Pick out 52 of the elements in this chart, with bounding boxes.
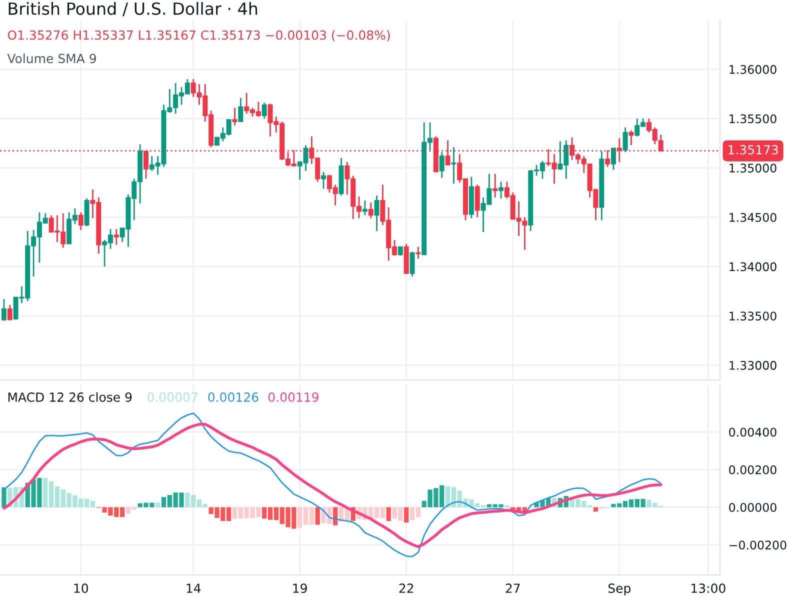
x-tick-label: 10: [74, 584, 88, 593]
x-tick-label: 13:00: [692, 584, 726, 593]
candlestick: [374, 194, 380, 232]
candlestick: [628, 130, 634, 146]
bar: [404, 507, 409, 522]
x-tick-label: 22: [399, 584, 414, 593]
candlestick: [410, 251, 415, 278]
text: 0.00119: [268, 392, 318, 402]
annotation: Volume SMA 9: [7, 54, 96, 64]
candlestick: [7, 304, 12, 321]
y-tick-label: 1.35000: [730, 164, 776, 173]
candlestick: [1, 298, 6, 322]
candlestick: [368, 202, 374, 219]
y-tick-label: 0.00000: [729, 502, 776, 512]
candlestick: [439, 151, 444, 178]
bar: [315, 507, 320, 525]
annotation: O1.35276 H1.35337 L1.35167 C1.35173 −0.00103 (−0.08%): [8, 30, 390, 42]
chart-title: British Pound / U.S. Dollar · 4h: [8, 2, 258, 16]
candlestick: [262, 102, 267, 120]
bar: [386, 507, 391, 521]
candlestick: [416, 246, 421, 260]
candlestick: [321, 171, 326, 190]
bar: [593, 507, 598, 512]
x-tick-label: Sep: [608, 584, 630, 596]
x-tick-label: 19: [293, 584, 307, 593]
x-tick-label: 14: [186, 584, 201, 593]
y-tick-label: 0.00200: [729, 465, 776, 474]
candlestick: [610, 148, 616, 171]
y-tick-label: 1.33500: [730, 312, 776, 321]
y-tick-label: 0.00400: [729, 428, 776, 437]
candlestick: [362, 200, 368, 216]
y-tick-label: −0.00200: [730, 540, 786, 550]
text: 0.00007: [148, 392, 198, 402]
candlestick: [492, 173, 498, 198]
candlestick: [232, 107, 238, 126]
y-tick-label: 1.33000: [730, 360, 776, 370]
candlestick: [238, 97, 244, 122]
candlestick: [498, 181, 504, 200]
candlestick: [622, 126, 628, 153]
y-tick-label: 1.36000: [730, 65, 776, 74]
y-tick-label: 1.35500: [730, 114, 776, 124]
x-tick-label: 27: [506, 584, 520, 593]
candlestick: [451, 146, 456, 184]
candlestick: [78, 212, 84, 231]
y-tick-label: 1.34000: [730, 262, 776, 272]
candlestick: [114, 228, 119, 246]
bar: [156, 502, 160, 508]
series-label: 0.00126: [208, 392, 258, 402]
y-tick-label: 1.34500: [730, 212, 776, 222]
chart-title: MACD 12 26 close 9: [8, 392, 132, 402]
candlestick: [474, 184, 480, 218]
ref-line-label: 1.35173: [728, 145, 778, 154]
